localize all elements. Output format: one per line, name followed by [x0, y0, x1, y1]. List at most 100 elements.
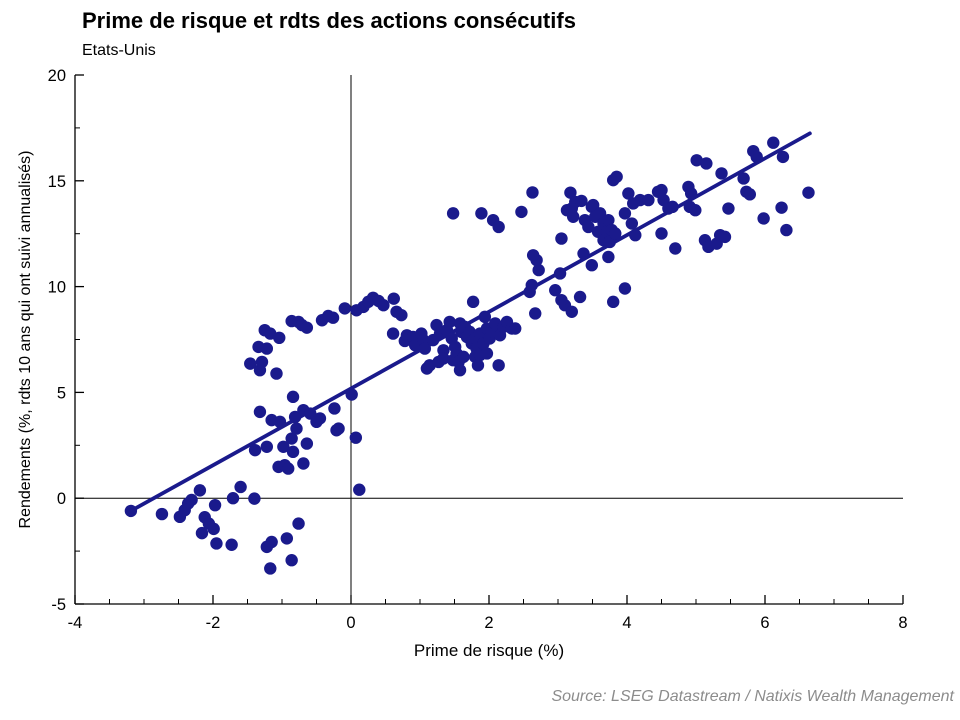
data-point [260, 440, 274, 453]
data-point [575, 194, 588, 208]
data-point [607, 295, 620, 309]
data-point [549, 283, 562, 297]
data-point [565, 305, 578, 318]
svg-text:10: 10 [48, 279, 66, 297]
svg-text:8: 8 [898, 614, 907, 632]
data-point [669, 242, 682, 255]
data-point [208, 498, 222, 512]
data-point [292, 517, 305, 530]
trendline [128, 131, 812, 513]
data-point [577, 247, 590, 260]
data-point [622, 187, 635, 200]
data-point [466, 295, 480, 309]
svg-text:2: 2 [484, 614, 493, 632]
data-point [775, 201, 788, 214]
data-point [509, 322, 522, 335]
data-point [593, 207, 607, 220]
chart-title: Prime de risque et rdts des actions cons… [82, 8, 576, 33]
data-point [248, 492, 261, 505]
data-point [586, 198, 600, 212]
data-point [353, 483, 366, 496]
data-point [313, 412, 327, 425]
data-point [625, 217, 639, 230]
data-point [689, 204, 702, 217]
data-point [437, 352, 450, 365]
data-point [260, 342, 274, 355]
data-point [582, 220, 595, 234]
data-point [282, 462, 295, 475]
data-point [285, 553, 298, 567]
data-point [280, 532, 294, 545]
data-point [193, 484, 207, 497]
data-point [564, 186, 577, 199]
data-point [332, 422, 345, 435]
data-point [700, 157, 713, 170]
data-point [185, 493, 198, 507]
data-point [757, 212, 770, 225]
y-tick-labels: -5 0 5 10 15 20 [48, 67, 66, 614]
data-point [555, 232, 568, 245]
svg-text:0: 0 [57, 490, 66, 508]
data-point [457, 350, 470, 364]
data-point [255, 355, 269, 369]
data-point [226, 492, 240, 505]
data-point [690, 154, 703, 167]
svg-text:0: 0 [346, 614, 355, 632]
y-axis-title: Rendements (%, rdts 10 ans qui ont suivi… [17, 151, 34, 529]
svg-text:6: 6 [760, 614, 769, 632]
data-point [446, 207, 460, 220]
data-point [453, 363, 467, 377]
data-point [553, 267, 567, 280]
data-point [566, 210, 580, 223]
data-point [666, 200, 679, 214]
svg-text:5: 5 [57, 384, 66, 402]
data-point [737, 172, 750, 185]
data-point [273, 331, 286, 345]
svg-text:15: 15 [48, 173, 66, 191]
data-point [270, 367, 283, 380]
data-point [525, 278, 538, 292]
data-point [610, 170, 623, 183]
data-point [471, 359, 485, 372]
axis-titles: Prime de risque (%) Rendements (%, rdts 1… [17, 151, 564, 660]
data-point [655, 227, 668, 240]
svg-text:-5: -5 [51, 596, 66, 614]
data-point [526, 249, 540, 262]
data-point [386, 327, 400, 340]
data-point [387, 292, 400, 305]
data-point [629, 228, 642, 242]
data-point [780, 223, 793, 237]
data-point [300, 321, 314, 334]
data-point [210, 537, 223, 550]
data-point [480, 347, 494, 360]
data-point [642, 193, 655, 207]
data-point [475, 207, 488, 220]
data-point [286, 390, 300, 404]
data-point [555, 293, 568, 307]
data-point [273, 415, 287, 429]
data-point [286, 445, 300, 459]
data-point [285, 432, 298, 445]
data-point [722, 202, 735, 215]
data-point [290, 422, 303, 435]
data-point [349, 431, 363, 444]
data-point [715, 167, 728, 180]
data-point [776, 150, 790, 164]
data-point [155, 507, 169, 521]
data-point [750, 150, 763, 164]
data-point [418, 342, 432, 355]
data-point [526, 186, 539, 199]
source-credit: Source: LSEG Datastream / Natixis Wealth… [551, 688, 954, 705]
data-point [195, 526, 209, 540]
data-point [345, 388, 358, 401]
data-point [277, 440, 290, 453]
data-point [609, 227, 622, 240]
data-point [655, 183, 668, 197]
data-point [253, 405, 267, 419]
svg-text:4: 4 [622, 614, 631, 632]
zero-lines [75, 75, 903, 604]
data-point [802, 186, 815, 199]
data-point [478, 310, 492, 324]
data-point [265, 535, 278, 549]
data-point [264, 562, 277, 575]
